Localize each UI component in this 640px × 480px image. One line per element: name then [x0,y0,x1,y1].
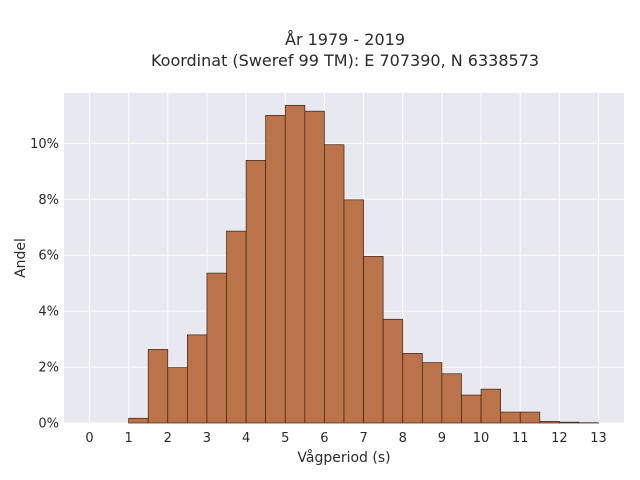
histogram-bar [304,110,325,424]
histogram-bar [343,199,364,424]
y-axis-label: Andel [13,238,29,278]
x-tick-label: 5 [281,431,289,446]
histogram-bar [265,115,286,424]
x-axis-ticks: 0 1 2 3 4 5 6 7 8 9 10 11 12 13 [85,431,607,446]
x-tick-label: 7 [359,431,367,446]
y-tick-label: 2% [38,361,59,376]
x-axis-label: Vågperiod (s) [297,449,390,466]
histogram-bar [226,230,247,424]
chart-subtitle: Koordinat (Sweref 99 TM): E 707390, N 63… [151,51,539,70]
histogram-bar [539,420,560,424]
x-tick-label: 0 [85,431,93,446]
histogram-bar [519,411,541,424]
x-tick-label: 13 [590,431,607,446]
histogram-bar [461,394,482,424]
y-tick-label: 0% [38,417,59,432]
y-tick-label: 8% [38,193,59,208]
histogram-bar [500,411,521,424]
histogram-bar [324,144,345,424]
x-tick-label: 11 [512,431,529,446]
x-tick-label: 3 [203,431,211,446]
x-tick-label: 9 [438,431,446,446]
y-axis-ticks: 0% 2% 4% 6% 8% 10% [30,137,59,432]
x-tick-label: 10 [473,431,490,446]
histogram-bar [480,388,501,424]
y-tick-label: 6% [38,249,59,264]
histogram-bar [187,334,208,424]
x-tick-label: 6 [320,431,328,446]
histogram-bar [559,421,580,424]
x-tick-label: 8 [399,431,407,446]
histogram-bar [363,255,384,424]
histogram-bar [421,362,443,424]
histogram-bar [167,367,188,424]
histogram-bar [245,160,267,424]
y-tick-label: 4% [38,305,59,320]
x-tick-label: 1 [124,431,132,446]
bars [128,104,599,424]
histogram-bar [402,353,423,424]
x-tick-label: 12 [551,431,568,446]
y-tick-label: 10% [30,137,59,152]
histogram-bar [206,272,227,424]
x-tick-label: 2 [164,431,172,446]
histogram-bar [128,417,149,424]
x-tick-label: 4 [242,431,250,446]
histogram-bar [382,318,404,424]
histogram-bar [284,104,306,424]
histogram-bar [147,349,169,424]
histogram-bar [441,373,462,424]
chart-title: År 1979 - 2019 [285,30,405,49]
